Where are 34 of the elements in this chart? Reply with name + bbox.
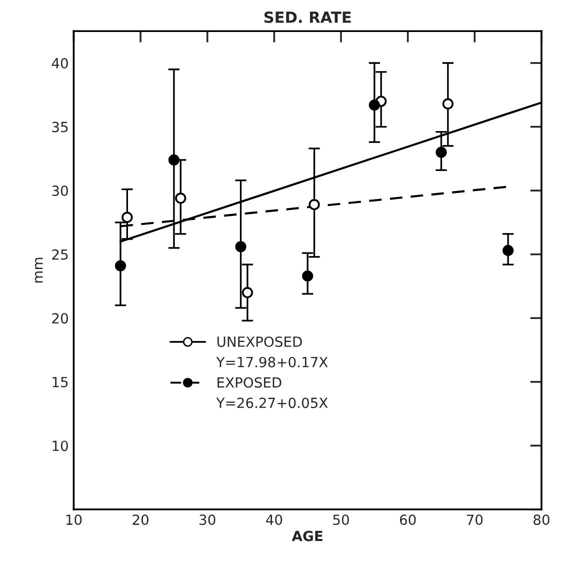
y-axis-title: mm <box>34 258 43 283</box>
point <box>442 98 454 110</box>
y-tick-label: 10 <box>52 440 68 452</box>
x-axis-title: AGE <box>292 530 322 542</box>
point <box>242 287 254 298</box>
chart-title: SED. RATE <box>264 11 351 24</box>
point <box>235 241 246 252</box>
point <box>436 146 447 158</box>
x-tick-label: 70 <box>466 514 483 526</box>
x-tick-label: 60 <box>400 514 416 526</box>
y-tick-label: 15 <box>52 377 68 388</box>
point <box>168 154 180 166</box>
x-tick-label: 40 <box>266 514 282 526</box>
x-tick-label: 80 <box>534 514 550 526</box>
y-tick-label: 35 <box>52 122 68 132</box>
point <box>368 100 380 111</box>
point <box>302 270 314 282</box>
y-tick-label: 25 <box>52 249 68 260</box>
x-tick-label: 10 <box>66 514 82 526</box>
annotation: Y=26.27+0.05X <box>216 398 328 408</box>
point <box>502 244 514 256</box>
point <box>308 199 320 210</box>
x-tick-label: 20 <box>132 514 148 526</box>
point <box>114 260 126 272</box>
y-tick-label: 30 <box>52 186 68 196</box>
x-tick-label: 30 <box>200 514 216 526</box>
x-tick-label: 50 <box>333 514 349 526</box>
y-tick-label: 20 <box>52 313 68 324</box>
y-tick-label: 40 <box>52 58 68 68</box>
legend-label: UNEXPOSED <box>217 336 302 347</box>
legend-label: EXPOSED <box>218 377 282 388</box>
annotation: Y=17.98+0.17X <box>216 356 328 368</box>
point <box>175 192 186 204</box>
point <box>122 212 133 223</box>
